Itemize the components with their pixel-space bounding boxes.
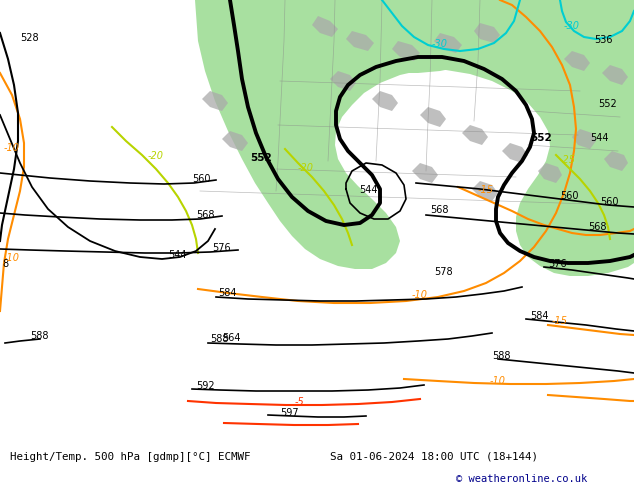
Polygon shape <box>602 65 628 85</box>
Polygon shape <box>310 0 510 73</box>
Text: -10: -10 <box>4 253 20 263</box>
Polygon shape <box>570 0 634 159</box>
Text: 544: 544 <box>590 133 609 143</box>
Polygon shape <box>538 163 562 183</box>
Text: 568: 568 <box>588 222 607 232</box>
Polygon shape <box>195 0 634 276</box>
Polygon shape <box>372 91 398 111</box>
Text: 588: 588 <box>210 334 228 344</box>
Text: 576: 576 <box>212 243 231 253</box>
Text: -10: -10 <box>412 290 428 300</box>
Text: 597: 597 <box>280 408 299 418</box>
Polygon shape <box>346 31 374 51</box>
Polygon shape <box>434 33 462 53</box>
Text: -15: -15 <box>552 316 568 326</box>
Polygon shape <box>510 0 634 79</box>
Polygon shape <box>474 23 500 43</box>
Text: Sa 01-06-2024 18:00 UTC (18+144): Sa 01-06-2024 18:00 UTC (18+144) <box>330 452 538 462</box>
Text: 588: 588 <box>492 351 510 361</box>
Text: © weatheronline.co.uk: © weatheronline.co.uk <box>456 474 588 484</box>
Text: 584: 584 <box>218 288 236 298</box>
Text: -20: -20 <box>298 163 314 173</box>
Polygon shape <box>604 151 628 171</box>
Text: 564: 564 <box>222 333 240 343</box>
Polygon shape <box>462 125 488 145</box>
Polygon shape <box>202 91 228 111</box>
Text: -5: -5 <box>295 397 305 407</box>
Polygon shape <box>412 163 438 183</box>
Text: 552: 552 <box>530 133 552 143</box>
Text: 560: 560 <box>192 174 210 184</box>
Polygon shape <box>330 71 356 91</box>
Text: -15: -15 <box>478 185 494 195</box>
Text: 544: 544 <box>168 250 186 260</box>
Text: 560: 560 <box>600 197 619 207</box>
Polygon shape <box>222 131 248 151</box>
Polygon shape <box>564 51 590 71</box>
Text: -10: -10 <box>490 376 506 386</box>
Text: 528: 528 <box>20 33 39 43</box>
Text: 552: 552 <box>598 99 617 109</box>
Text: 8: 8 <box>2 259 8 269</box>
Text: 544: 544 <box>359 185 377 195</box>
Text: 568: 568 <box>196 210 214 220</box>
Text: 576: 576 <box>548 259 567 269</box>
Text: 592: 592 <box>196 381 215 391</box>
Polygon shape <box>392 41 420 61</box>
Text: -10: -10 <box>4 143 20 153</box>
Text: Height/Temp. 500 hPa [gdmp][°C] ECMWF: Height/Temp. 500 hPa [gdmp][°C] ECMWF <box>10 452 250 462</box>
Text: -20: -20 <box>148 151 164 161</box>
Polygon shape <box>312 16 338 37</box>
Text: 560: 560 <box>560 191 578 201</box>
Text: 568: 568 <box>430 205 448 215</box>
Text: -30: -30 <box>564 21 580 31</box>
Text: 584: 584 <box>530 311 548 321</box>
Polygon shape <box>472 181 498 201</box>
Text: 588: 588 <box>30 331 48 341</box>
Text: -30: -30 <box>432 39 448 49</box>
Text: 552: 552 <box>250 153 272 163</box>
Polygon shape <box>502 143 528 163</box>
Text: 578: 578 <box>434 267 453 277</box>
Polygon shape <box>572 129 596 149</box>
Text: -25: -25 <box>560 155 576 165</box>
Text: 536: 536 <box>594 35 612 45</box>
Polygon shape <box>420 107 446 127</box>
